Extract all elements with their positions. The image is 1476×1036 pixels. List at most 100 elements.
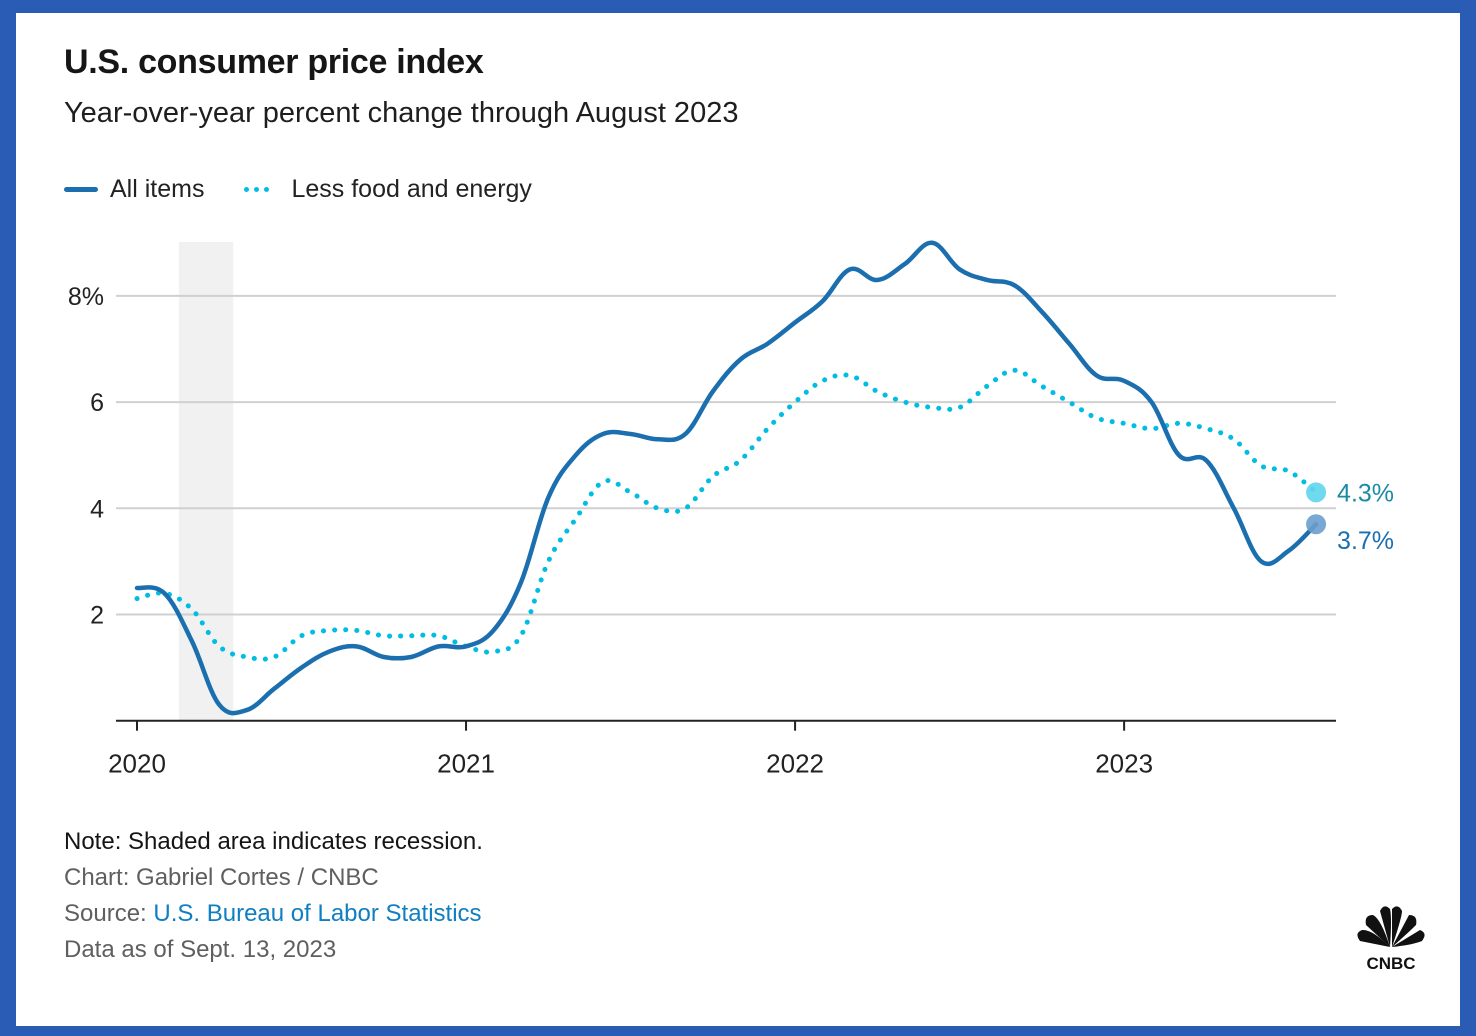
x-tick-label: 2020 xyxy=(108,749,166,779)
data-point xyxy=(1177,421,1181,425)
cnbc-peacock-icon: CNBC xyxy=(1357,906,1425,973)
data-point xyxy=(601,480,605,484)
data-point xyxy=(1012,368,1016,372)
data-point xyxy=(1150,400,1154,404)
data-point xyxy=(519,581,523,585)
data-point xyxy=(327,650,331,654)
x-tick-label: 2021 xyxy=(437,749,495,779)
data-point xyxy=(903,400,907,404)
data-point xyxy=(1150,427,1154,431)
data-point xyxy=(1259,559,1263,563)
data-point xyxy=(1232,437,1236,441)
data-point xyxy=(546,559,550,563)
recession-note: Note: Shaded area indicates recession. xyxy=(64,828,483,855)
data-point xyxy=(546,496,550,500)
data-point xyxy=(272,687,276,691)
chart-subtitle: Year-over-year percent change through Au… xyxy=(64,97,739,129)
data-point xyxy=(848,374,852,378)
legend-label: All items xyxy=(110,175,205,203)
data-point xyxy=(848,267,852,271)
data-point xyxy=(300,666,304,670)
source-link[interactable]: U.S. Bureau of Labor Statistics xyxy=(153,900,482,927)
data-point xyxy=(1067,400,1071,404)
data-point xyxy=(574,453,578,457)
x-tick-label: 2022 xyxy=(766,749,824,779)
data-point xyxy=(793,400,797,404)
data-point xyxy=(656,506,660,510)
end-value-label: 3.7% xyxy=(1337,527,1394,555)
x-tick-label: 2023 xyxy=(1095,749,1153,779)
end-point-dot xyxy=(1306,482,1327,503)
data-point xyxy=(875,278,879,282)
data-point xyxy=(1204,459,1208,463)
data-point xyxy=(1040,384,1044,388)
data-point xyxy=(821,299,825,303)
data-point xyxy=(738,358,742,362)
data-point xyxy=(382,634,386,638)
data-point xyxy=(1287,549,1291,553)
data-point xyxy=(1040,310,1044,314)
data-point xyxy=(985,384,989,388)
data-point xyxy=(574,517,578,521)
legend-swatch-solid-line xyxy=(64,187,98,192)
data-point xyxy=(711,389,715,393)
data-point xyxy=(409,655,413,659)
end-value-label: 4.3% xyxy=(1337,479,1394,507)
data-point xyxy=(1287,469,1291,473)
data-point xyxy=(382,655,386,659)
data-point xyxy=(1122,421,1126,425)
data-point xyxy=(519,634,523,638)
data-point xyxy=(930,241,934,245)
y-tick-label: 6 xyxy=(90,389,104,417)
data-point xyxy=(491,650,495,654)
chart-credit: Chart: Gabriel Cortes / CNBC xyxy=(64,864,379,891)
legend-swatch-dotted-line xyxy=(244,187,270,192)
series-line-less-food-energy xyxy=(134,367,1319,662)
data-point xyxy=(930,405,934,409)
data-point xyxy=(903,262,907,266)
data-point xyxy=(135,586,139,590)
data-point xyxy=(793,320,797,324)
data-point xyxy=(245,708,249,712)
y-tick-label: 4 xyxy=(90,495,104,523)
data-point xyxy=(409,634,413,638)
line-chart: 2 4 6 8% 2020 2021 2022 2023 3.7% 4.3% xyxy=(68,240,1394,779)
data-point xyxy=(354,628,358,632)
data-point xyxy=(1067,342,1071,346)
data-point xyxy=(683,506,687,510)
data-point xyxy=(190,607,194,611)
data-point xyxy=(875,389,879,393)
data-point xyxy=(135,597,139,601)
data-date: Data as of Sept. 13, 2023 xyxy=(64,936,337,963)
data-point xyxy=(217,644,221,648)
data-point xyxy=(766,342,770,346)
data-point xyxy=(464,644,468,648)
source-prefix: Source: xyxy=(64,900,154,927)
data-point xyxy=(766,427,770,431)
data-point xyxy=(1095,416,1099,420)
end-point-dot xyxy=(1306,514,1327,535)
series-line-all-items xyxy=(134,240,1319,716)
data-point xyxy=(300,634,304,638)
data-point xyxy=(958,405,962,409)
legend-item-less-food-energy: Less food and energy xyxy=(244,175,532,204)
data-point xyxy=(738,459,742,463)
legend: All items Less food and energy xyxy=(64,175,572,204)
data-point xyxy=(1232,506,1236,510)
data-point xyxy=(1095,374,1099,378)
data-point xyxy=(354,644,358,648)
recession-shade xyxy=(178,242,234,721)
data-point xyxy=(711,474,715,478)
source-line: Source: U.S. Bureau of Labor Statistics xyxy=(64,896,483,932)
data-point xyxy=(821,379,825,383)
data-point xyxy=(272,655,276,659)
data-point xyxy=(162,591,166,595)
data-point xyxy=(190,639,194,643)
data-point xyxy=(1122,379,1126,383)
chart-card: U.S. consumer price index Year-over-year… xyxy=(16,13,1460,1026)
data-point xyxy=(985,278,989,282)
data-point xyxy=(491,628,495,632)
svg-text:CNBC: CNBC xyxy=(1366,954,1415,973)
chart-title: U.S. consumer price index xyxy=(64,43,484,81)
data-point xyxy=(1177,453,1181,457)
